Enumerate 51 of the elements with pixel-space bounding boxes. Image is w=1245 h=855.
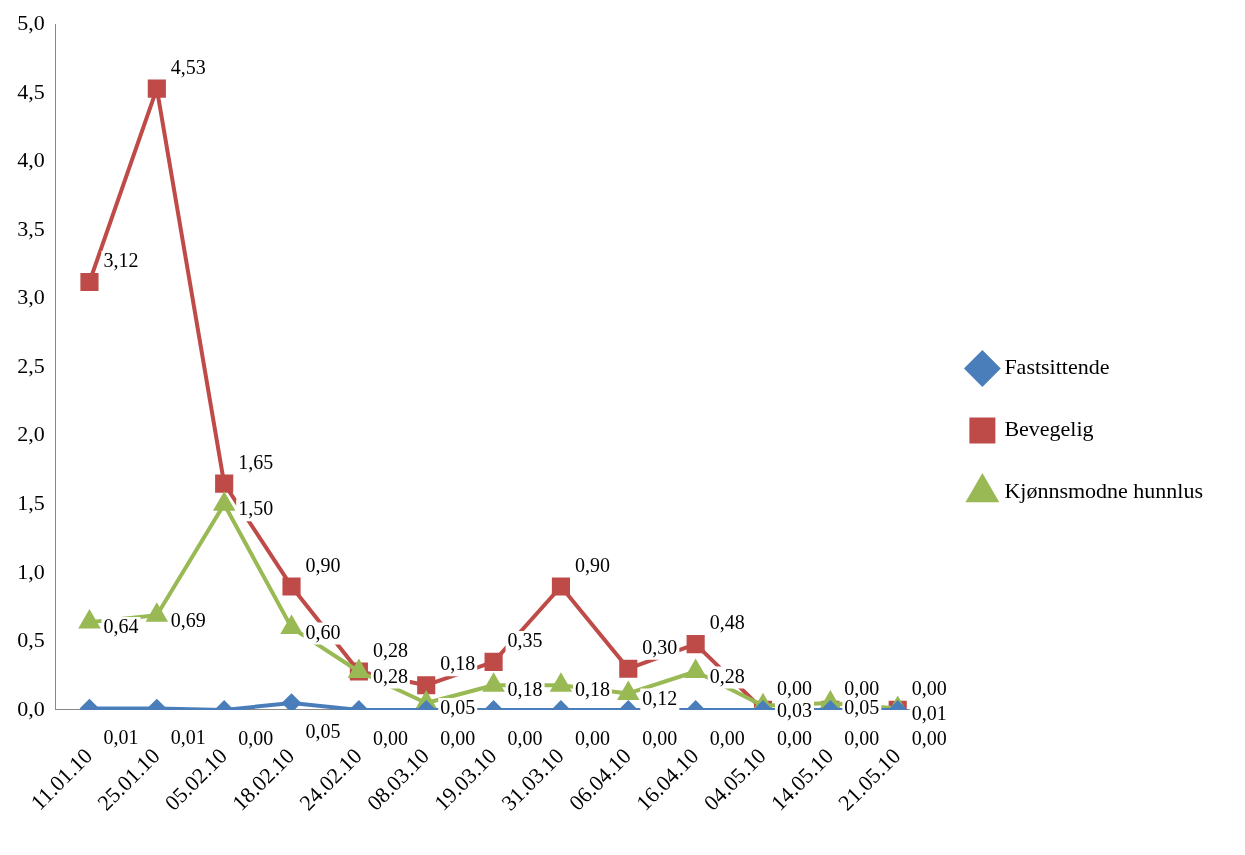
y-tick-label: 1,0 xyxy=(17,558,45,584)
data-label: 0,60 xyxy=(305,620,341,643)
data-label: 0,30 xyxy=(642,635,678,658)
data-label: 0,00 xyxy=(777,677,812,700)
y-tick-label: 0,0 xyxy=(17,695,45,721)
data-label: 1,50 xyxy=(238,497,274,520)
data-label: 0,00 xyxy=(372,727,408,750)
data-label: 0,35 xyxy=(507,629,543,652)
data-label: 0,00 xyxy=(642,727,678,750)
data-label: 0,48 xyxy=(709,611,745,634)
data-label: 0,28 xyxy=(709,664,745,687)
data-label: 0,03 xyxy=(777,699,812,722)
y-tick-label: 1,5 xyxy=(17,489,45,515)
data-label: 1,65 xyxy=(238,450,274,473)
data-label: 3,12 xyxy=(103,249,139,272)
data-label: 0,00 xyxy=(574,727,610,750)
data-label: 0,00 xyxy=(440,727,476,750)
data-label: 0,28 xyxy=(372,638,408,661)
data-label: 0,01 xyxy=(103,725,139,748)
data-label: 0,12 xyxy=(642,686,678,709)
y-tick-label: 4,0 xyxy=(17,147,45,173)
data-label: 0,18 xyxy=(574,678,610,701)
data-label: 0,05 xyxy=(305,720,341,743)
data-label: 0,00 xyxy=(777,727,812,750)
data-label: 0,01 xyxy=(911,701,947,724)
legend-label: Kjønnsmodne hunnlus xyxy=(1004,478,1204,504)
y-tick-label: 3,0 xyxy=(17,284,45,310)
data-label: 0,05 xyxy=(440,696,476,719)
y-tick-label: 2,5 xyxy=(17,352,45,378)
data-label: 0,18 xyxy=(440,652,476,675)
data-label: 0,18 xyxy=(507,678,543,701)
data-label: 0,64 xyxy=(103,615,139,638)
data-label: 0,00 xyxy=(911,727,947,750)
legend-label: Bevegelig xyxy=(1004,416,1094,442)
data-label: 0,69 xyxy=(170,608,206,631)
data-label: 0,01 xyxy=(170,725,206,748)
data-label: 0,28 xyxy=(372,664,408,687)
data-label: 0,00 xyxy=(507,727,543,750)
y-tick-label: 4,5 xyxy=(17,78,45,104)
data-label: 0,00 xyxy=(238,727,274,750)
data-label: 0,90 xyxy=(574,553,610,576)
y-tick-label: 5,0 xyxy=(17,9,45,35)
legend-label: Fastsittende xyxy=(1004,354,1110,380)
y-tick-label: 2,0 xyxy=(17,421,45,447)
data-label: 0,00 xyxy=(844,727,880,750)
data-label: 0,00 xyxy=(709,727,745,750)
data-label: 0,00 xyxy=(911,677,947,700)
y-tick-label: 0,5 xyxy=(17,627,45,653)
data-label: 0,90 xyxy=(305,553,341,576)
data-label: 4,53 xyxy=(170,55,206,78)
y-tick-label: 3,5 xyxy=(17,215,45,241)
